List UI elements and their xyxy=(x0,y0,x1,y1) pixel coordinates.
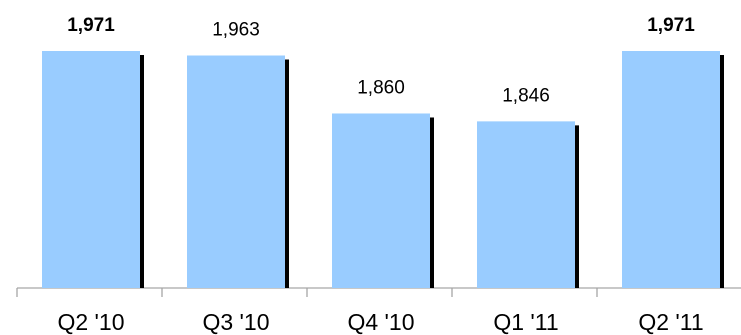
category-label: Q3 '10 xyxy=(202,309,269,335)
bar-value-label: 1,963 xyxy=(212,20,260,41)
bar-value-label: 1,971 xyxy=(647,15,695,36)
category-labels-group: Q2 '10 Q3 '10 Q4 '10 Q1 '11 Q2 '11 xyxy=(57,309,703,335)
bar xyxy=(622,51,720,288)
category-label: Q4 '10 xyxy=(347,309,414,335)
bar-shadow xyxy=(575,125,579,289)
category-label: Q2 '10 xyxy=(57,309,124,335)
value-labels-group: 1,971 1,963 1,860 1,846 1,971 xyxy=(67,15,695,106)
bar-shadow xyxy=(720,55,724,288)
bar xyxy=(187,55,285,288)
category-label: Q1 '11 xyxy=(493,309,558,335)
bar xyxy=(477,121,575,289)
bar-shadow xyxy=(285,59,289,288)
category-label: Q2 '11 xyxy=(638,309,703,335)
bars-group xyxy=(42,51,724,289)
bar-value-label: 1,971 xyxy=(67,15,115,36)
bar-shadow xyxy=(140,55,144,288)
bar-value-label: 1,860 xyxy=(357,77,405,98)
x-axis-ticks xyxy=(16,288,598,297)
bar-value-label: 1,846 xyxy=(502,85,550,106)
bar-shadow xyxy=(430,117,434,288)
bar xyxy=(332,113,430,288)
bar xyxy=(42,51,140,288)
